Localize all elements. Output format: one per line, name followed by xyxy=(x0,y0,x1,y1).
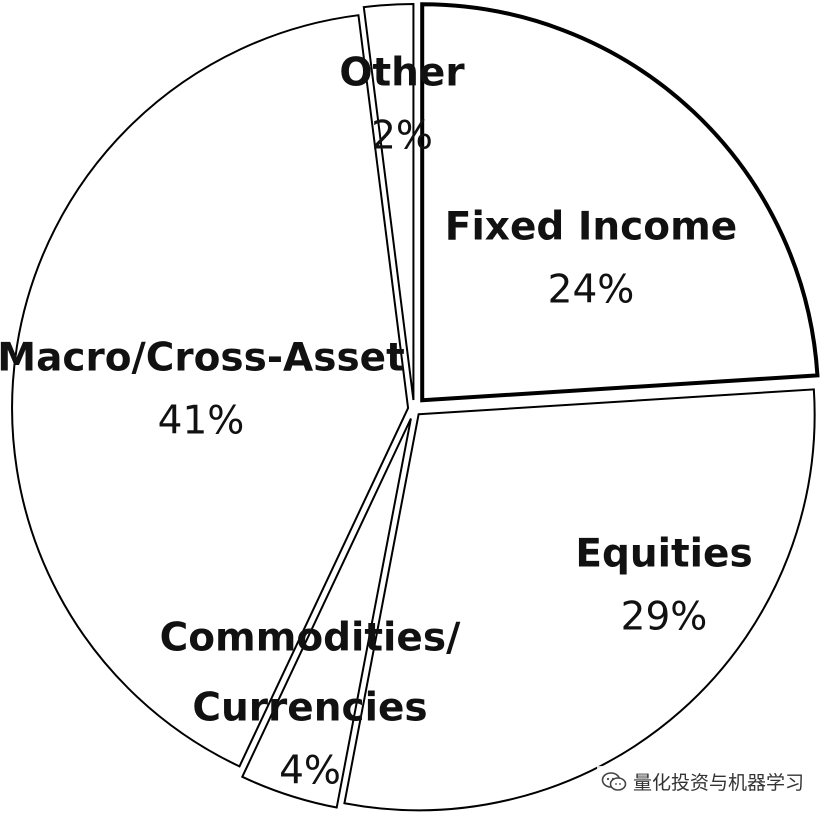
slice-label: Fixed Income xyxy=(445,205,737,250)
pie-slices xyxy=(11,2,820,812)
slice-label: Currencies xyxy=(192,686,427,731)
pie-slice-2 xyxy=(343,388,816,812)
slice-label: Equities xyxy=(575,532,752,577)
slice-percent-label: 2% xyxy=(371,114,433,159)
slice-label: Commodities/ xyxy=(160,616,461,661)
pie-slice-4 xyxy=(11,14,410,768)
watermark-text: 量化投资与机器学习 xyxy=(632,772,804,794)
slice-label-group-5: Other 2% xyxy=(339,51,465,159)
pie-slice-5 xyxy=(362,3,415,401)
slice-label: Other xyxy=(339,51,465,96)
slice-label-group-4: Macro/Cross-Asset 41% xyxy=(0,336,405,444)
wechat-icon xyxy=(601,771,627,793)
slice-label-group-2: Equities 29% xyxy=(575,532,752,640)
slice-label-group-3: Commodities/Currencies 4% xyxy=(160,616,461,794)
pie-slice-3 xyxy=(240,418,412,809)
slice-percent-label: 29% xyxy=(621,595,708,640)
watermark: 量化投资与机器学习 xyxy=(596,766,808,797)
slice-label-group-1: Fixed Income 24% xyxy=(445,205,737,313)
pie-labels: Fixed Income 24% Equities 29% Commodities/Cu… xyxy=(0,51,753,794)
slice-percent-label: 24% xyxy=(548,268,635,313)
slice-label: Macro/Cross-Asset xyxy=(0,336,405,381)
slice-percent-label: 4% xyxy=(279,749,341,794)
pie-slice-1 xyxy=(420,2,820,403)
slice-percent-label: 41% xyxy=(158,399,245,444)
